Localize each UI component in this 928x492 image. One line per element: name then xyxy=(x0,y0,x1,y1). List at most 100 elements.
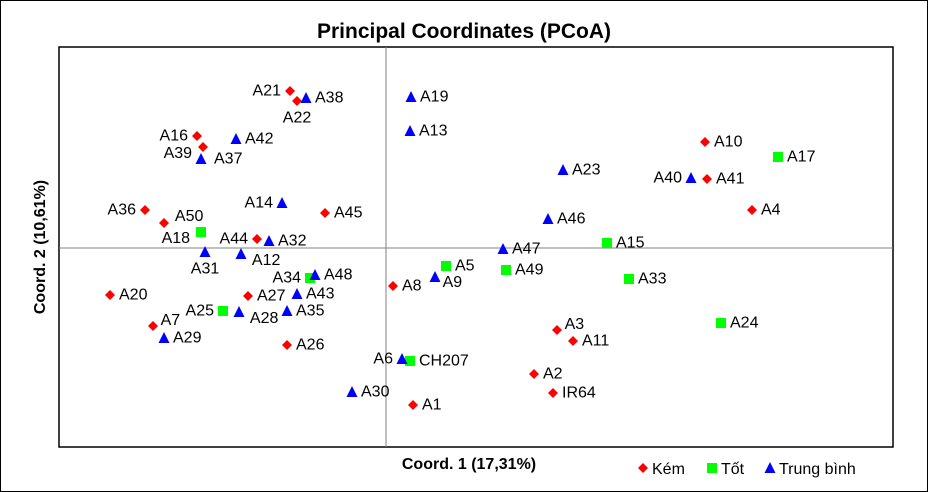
point-A27 xyxy=(243,291,253,301)
point-A47 xyxy=(497,243,509,254)
point-CH207 xyxy=(405,356,415,366)
point-A43 xyxy=(291,288,303,299)
point-label-A37: A37 xyxy=(214,151,243,168)
point-label-CH207: CH207 xyxy=(419,353,469,370)
point-A34 xyxy=(305,273,315,283)
point-label-A30: A30 xyxy=(361,384,390,401)
point-A38 xyxy=(300,92,312,103)
data-points xyxy=(105,86,783,410)
point-A44 xyxy=(252,234,262,244)
point-A30 xyxy=(346,386,358,397)
point-A33 xyxy=(624,274,634,284)
point-A5 xyxy=(441,261,451,271)
point-A11 xyxy=(568,336,578,346)
point-A4 xyxy=(747,205,757,215)
point-A19 xyxy=(405,91,417,102)
point-label-A39: A39 xyxy=(164,145,193,162)
point-label-A19: A19 xyxy=(420,89,449,106)
point-label-A20: A20 xyxy=(119,287,148,304)
point-label-A50: A50 xyxy=(175,208,204,225)
point-label-A17: A17 xyxy=(787,149,816,166)
point-A3 xyxy=(552,325,562,335)
point-label-A22: A22 xyxy=(283,109,312,126)
point-A35 xyxy=(281,305,293,316)
data-point-labels: A27A12A35A16A39A44A34A42A37A14A32A43A21A… xyxy=(108,83,816,414)
point-A23 xyxy=(557,164,569,175)
legend-marker-0 xyxy=(638,463,648,473)
point-A46 xyxy=(542,213,554,224)
point-A6 xyxy=(396,353,408,364)
point-A22 xyxy=(292,96,302,106)
point-label-A3: A3 xyxy=(565,316,585,333)
point-label-A42: A42 xyxy=(245,131,274,148)
point-A36 xyxy=(140,205,150,215)
point-label-A4: A4 xyxy=(761,202,781,219)
point-label-A2: A2 xyxy=(543,366,563,383)
point-A7 xyxy=(148,321,158,331)
point-label-A8: A8 xyxy=(402,278,422,295)
point-label-A12: A12 xyxy=(252,252,281,269)
point-A25 xyxy=(218,306,228,316)
point-label-A7: A7 xyxy=(161,312,181,329)
point-label-A49: A49 xyxy=(515,262,544,279)
point-label-IR64: IR64 xyxy=(562,385,596,402)
legend-label: Kém xyxy=(652,461,685,478)
point-label-A11: A11 xyxy=(582,333,609,350)
point-A18 xyxy=(196,227,206,237)
point-label-A36: A36 xyxy=(108,202,137,219)
legend-label: Trung bình xyxy=(779,461,856,478)
point-label-A10: A10 xyxy=(714,134,743,151)
point-label-A46: A46 xyxy=(557,211,586,228)
point-IR64 xyxy=(548,388,558,398)
point-label-A32: A32 xyxy=(278,233,307,250)
point-label-A5: A5 xyxy=(455,258,475,275)
point-label-A31: A31 xyxy=(191,260,220,277)
point-A48 xyxy=(309,269,321,280)
x-axis-label: Coord. 1 (17,31%) xyxy=(402,456,536,473)
legend-marker-1 xyxy=(707,463,717,473)
point-label-A27: A27 xyxy=(257,288,286,305)
point-A14 xyxy=(276,197,288,208)
point-label-A41: A41 xyxy=(716,171,745,188)
point-A1 xyxy=(408,400,418,410)
point-label-A48: A48 xyxy=(324,267,353,284)
plot-area xyxy=(58,46,894,448)
point-label-A44: A44 xyxy=(220,231,249,248)
point-A42 xyxy=(230,133,242,144)
point-label-A35: A35 xyxy=(296,303,325,320)
point-label-A23: A23 xyxy=(572,162,601,179)
point-label-A43: A43 xyxy=(306,286,335,303)
legend-label: Tốt xyxy=(721,461,745,478)
point-label-A9: A9 xyxy=(443,274,463,291)
point-A8 xyxy=(388,281,398,291)
point-label-A1: A1 xyxy=(422,397,442,414)
point-label-A40: A40 xyxy=(654,170,683,187)
point-A17 xyxy=(773,152,783,162)
point-A29 xyxy=(158,332,170,343)
point-label-A14: A14 xyxy=(245,195,274,212)
point-A39 xyxy=(198,142,208,152)
point-A40 xyxy=(685,172,697,183)
point-A32 xyxy=(263,235,275,246)
point-label-A26: A26 xyxy=(296,337,325,354)
point-A9 xyxy=(429,271,441,282)
point-A12 xyxy=(235,248,247,259)
point-label-A45: A45 xyxy=(334,205,363,222)
point-A50 xyxy=(159,218,169,228)
point-A15 xyxy=(602,238,612,248)
point-label-A6: A6 xyxy=(373,351,393,368)
point-label-A21: A21 xyxy=(253,83,282,100)
point-A26 xyxy=(282,340,292,350)
point-A31 xyxy=(199,246,211,257)
point-label-A24: A24 xyxy=(730,315,759,332)
legend-marker-2 xyxy=(764,462,776,473)
point-A28 xyxy=(233,306,245,317)
point-A21 xyxy=(285,86,295,96)
point-label-A13: A13 xyxy=(419,123,448,140)
y-axis-label: Coord. 2 (10,61%) xyxy=(32,180,49,314)
point-label-A33: A33 xyxy=(638,271,667,288)
point-A16 xyxy=(192,131,202,141)
point-label-A28: A28 xyxy=(250,310,279,327)
point-label-A15: A15 xyxy=(616,235,645,252)
